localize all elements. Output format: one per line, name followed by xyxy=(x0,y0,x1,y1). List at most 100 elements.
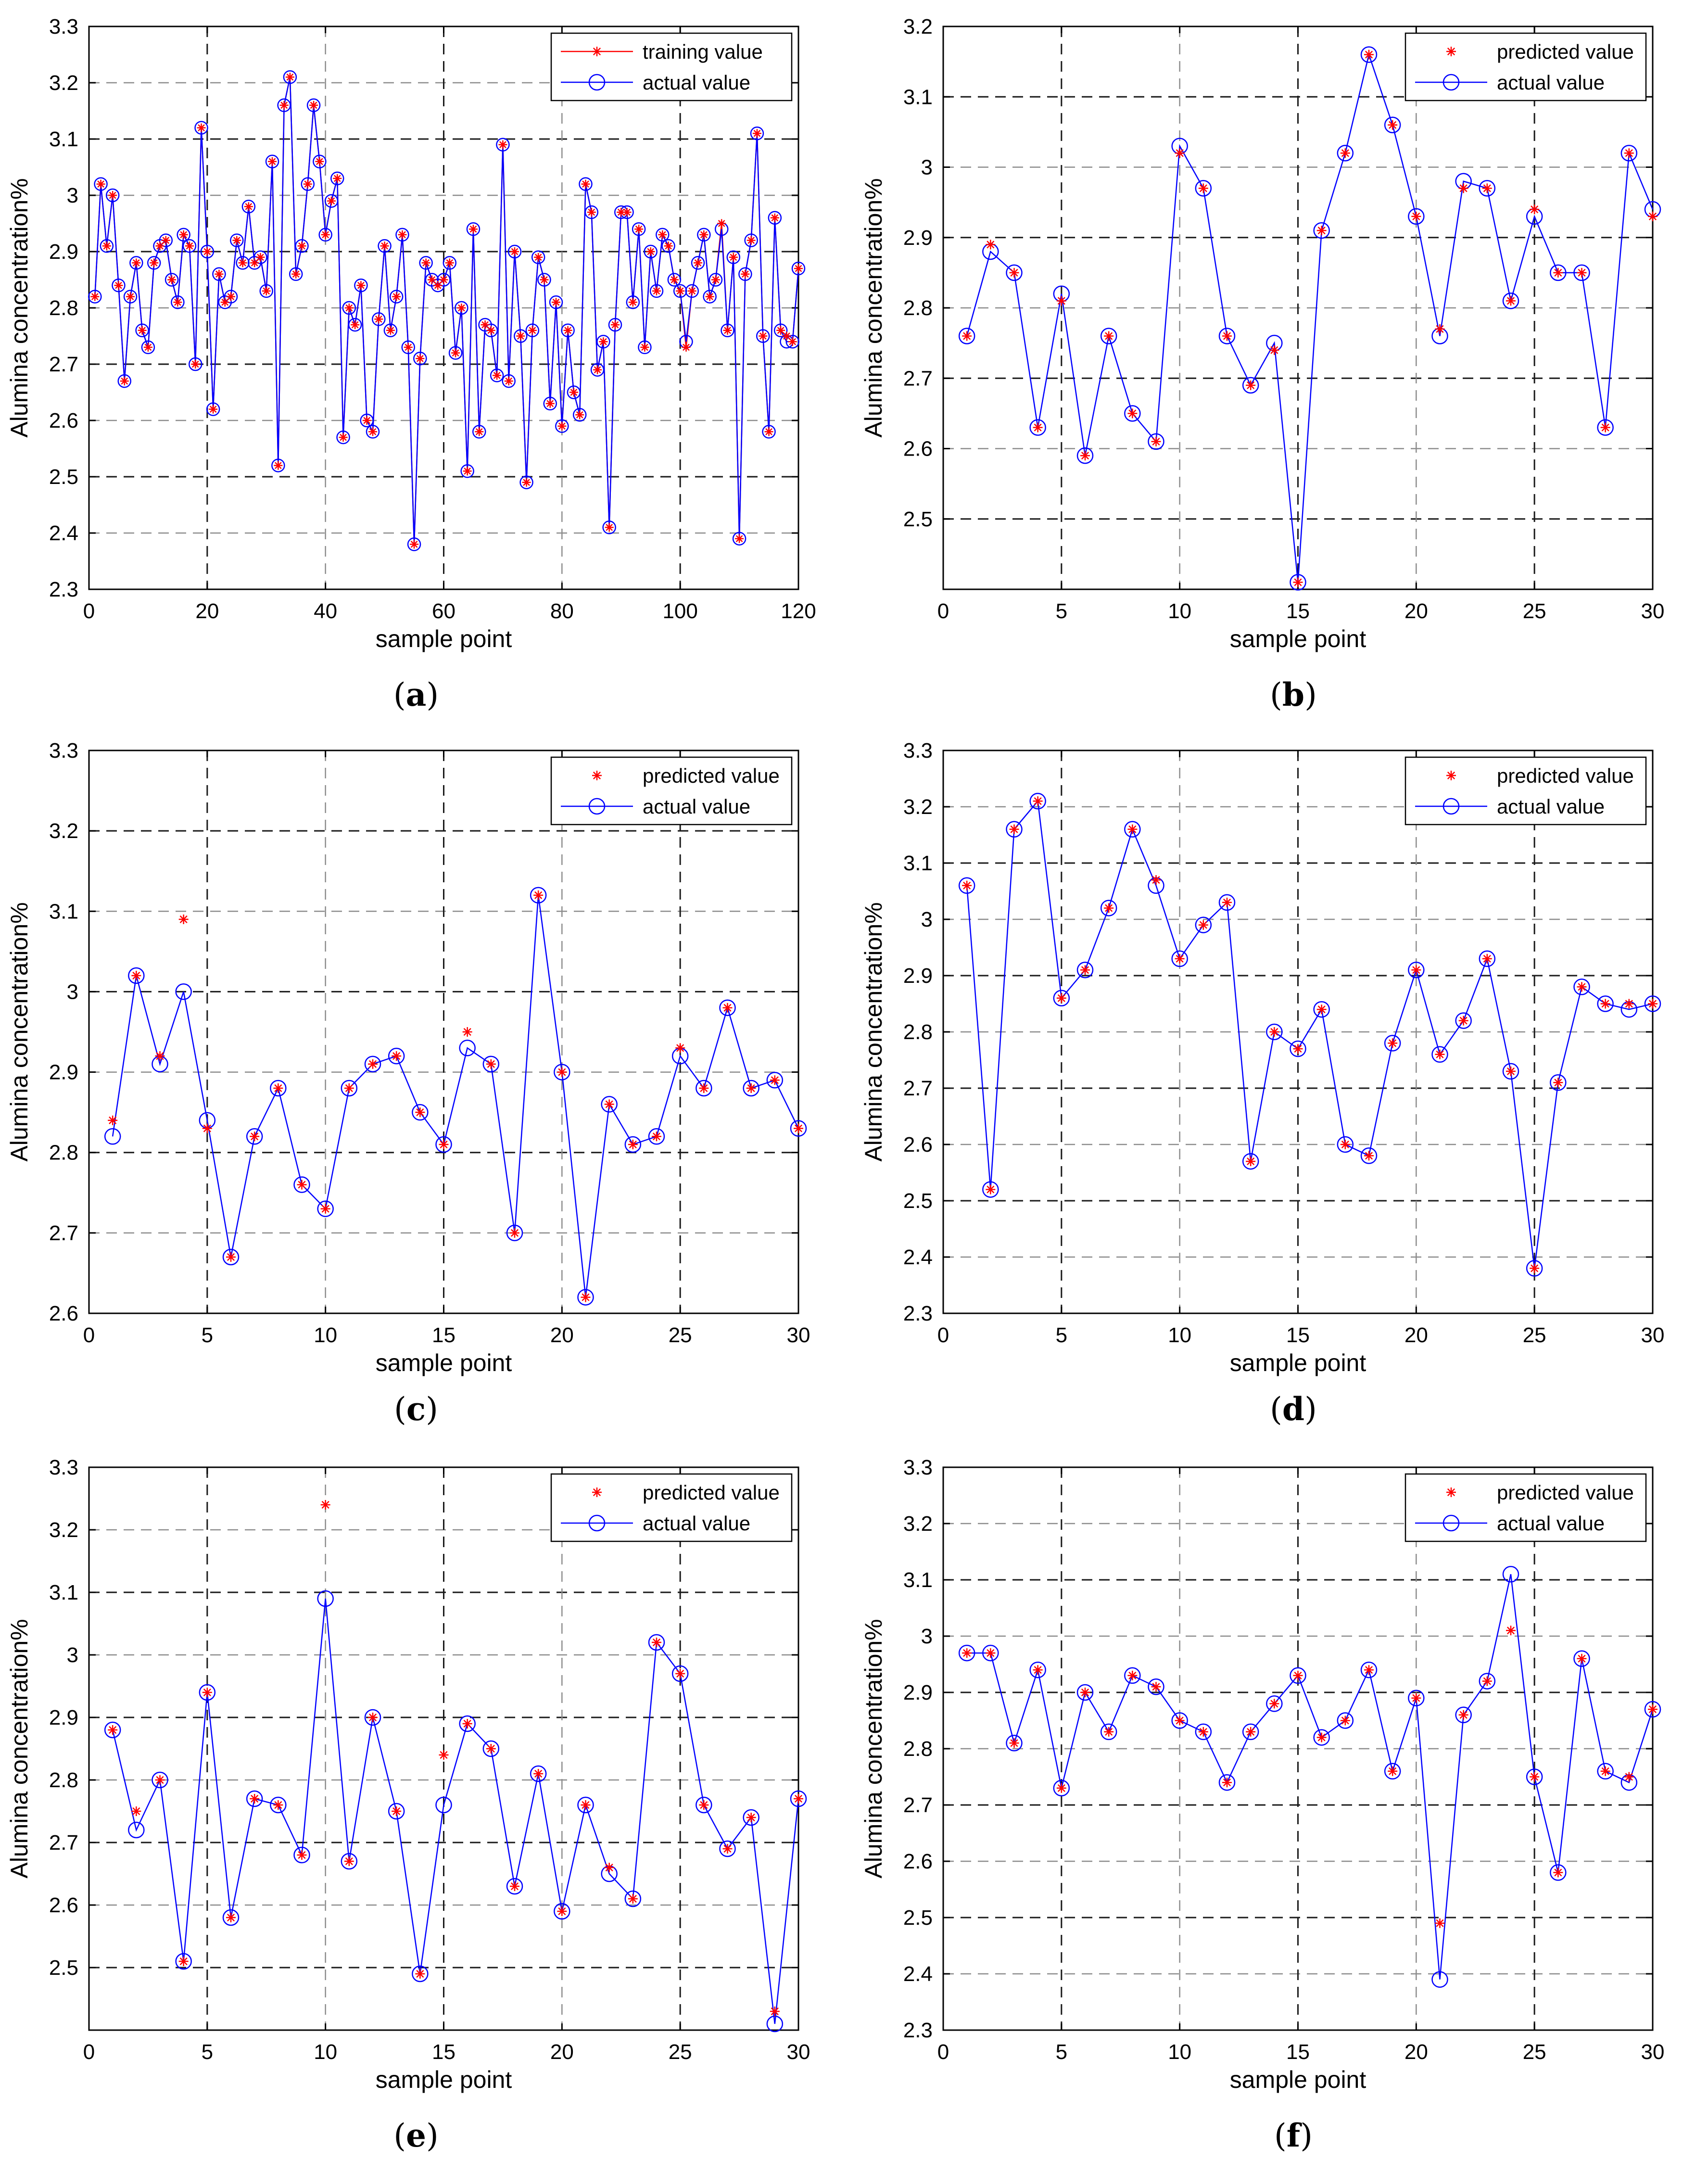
x-tick-label: 25 xyxy=(669,2040,692,2064)
actual-value-point xyxy=(147,256,161,270)
predicted-value-point xyxy=(628,1140,638,1149)
chart-panel-e: 0 5 10 15 20 25 30 2.5 2.6 2.7 2.8 2.9 3 3.1 3.2 3.3 sam… xyxy=(0,1441,854,2114)
predicted-value-point xyxy=(699,1800,709,1810)
legend-label: predicted value xyxy=(1497,40,1634,63)
chart-a-svg: 0 20 40 60 80 100 120 2.3 2.4 2.5 2.6 2.7 2.8 2.9 3 3.1… xyxy=(6,15,816,652)
actual-value-point xyxy=(265,154,279,169)
actual-value-point xyxy=(1290,574,1306,591)
predicted-value-point xyxy=(1009,824,1019,834)
x-tick-label: 25 xyxy=(669,1323,692,1347)
actual-value-point xyxy=(182,239,197,253)
predicted-value-point xyxy=(1316,1732,1327,1742)
predicted-value-point xyxy=(1222,331,1232,341)
y-tick-label: 2.8 xyxy=(49,296,78,320)
actual-value-point xyxy=(1384,116,1401,133)
predicted-value-point xyxy=(676,286,685,295)
y-tick-label: 3.1 xyxy=(903,851,933,875)
actual-value-point xyxy=(756,329,770,343)
legend-box xyxy=(1404,32,1647,102)
actual-value-point xyxy=(743,1080,759,1097)
legend-box xyxy=(550,1473,793,1542)
actual-value-point xyxy=(549,295,563,309)
predicted-value-point xyxy=(557,1067,567,1077)
actual-value-point xyxy=(1360,1661,1378,1678)
predicted-value-point xyxy=(794,1794,803,1804)
actual-value-point xyxy=(472,425,486,439)
predicted-value-point xyxy=(622,208,632,217)
actual-value-point xyxy=(413,352,427,366)
actual-value-point xyxy=(1266,1023,1283,1041)
x-tick-label: 15 xyxy=(432,1323,455,1347)
predicted-value-point xyxy=(1458,1016,1468,1026)
actual-value-point xyxy=(1171,950,1188,967)
predicted-value-point xyxy=(1246,1727,1256,1737)
legend: predicted value actual value xyxy=(1404,756,1647,826)
legend-label: predicted value xyxy=(643,1481,780,1504)
actual-value-point xyxy=(443,256,457,270)
x-tick-label: 0 xyxy=(83,599,95,623)
y-tick-label: 3.1 xyxy=(49,1581,78,1604)
actual-value-point xyxy=(768,211,782,225)
predicted-value-point xyxy=(1388,1038,1398,1048)
predicted-value-point xyxy=(1624,999,1634,1009)
y-tick-label: 3.2 xyxy=(903,15,933,38)
y-tick-label: 2.4 xyxy=(903,1962,933,1986)
y-tick-label: 2.9 xyxy=(49,240,78,264)
ticks: 0 5 10 15 20 25 30 2.6 2.7 2.8 2.9 3 3.1 3.2 3.3 xyxy=(49,739,810,1347)
actual-value-point xyxy=(555,419,569,433)
predicted-value-point xyxy=(131,1806,141,1816)
actual-value-point xyxy=(1029,419,1046,436)
actual-value-point xyxy=(419,256,433,270)
predicted-value-point xyxy=(510,1228,519,1238)
predicted-value-point xyxy=(356,281,366,290)
actual-value-point xyxy=(1337,145,1354,162)
predicted-value-point xyxy=(202,1688,212,1697)
actual-value-point xyxy=(648,1634,665,1651)
predicted-value-point xyxy=(1506,1626,1516,1636)
actual-value-point xyxy=(1313,222,1330,239)
predicted-value-point xyxy=(1624,148,1634,158)
actual-value-point xyxy=(671,1665,689,1682)
actual-value-point xyxy=(773,323,788,338)
actual-value-point xyxy=(602,521,616,534)
actual-value-point xyxy=(455,301,468,315)
predicted-value-point xyxy=(126,292,135,301)
predicted-value-point xyxy=(1127,824,1138,834)
x-tick-label: 5 xyxy=(1056,599,1067,623)
actual-value-point xyxy=(496,138,510,152)
predicted-value-point xyxy=(617,208,626,217)
actual-value-point xyxy=(104,1128,121,1145)
actual-value-point xyxy=(459,1715,476,1732)
predicted-value-point xyxy=(439,1140,449,1149)
grid xyxy=(943,1467,1653,2030)
actual-value-point xyxy=(1148,1678,1164,1695)
actual-value-point xyxy=(330,171,344,186)
actual-value-point xyxy=(484,323,498,338)
y-axis-label: Alumina concentration% xyxy=(6,902,33,1161)
actual-value-point xyxy=(738,267,752,281)
predicted-value-point xyxy=(986,240,996,250)
predicted-value-point xyxy=(581,179,590,189)
legend: predicted value actual value xyxy=(550,756,793,826)
y-tick-label: 3 xyxy=(921,156,933,179)
predicted-value-point xyxy=(711,275,720,284)
actual-value-point xyxy=(1408,1690,1425,1706)
y-tick-label: 2.6 xyxy=(49,409,78,432)
actual-value-point xyxy=(1266,1695,1283,1712)
predicted-value-point xyxy=(1009,1738,1019,1748)
y-tick-label: 2.8 xyxy=(49,1768,78,1792)
actual-value-point xyxy=(490,369,504,382)
legend: predicted value actual value xyxy=(550,1473,793,1542)
actual-value-point xyxy=(199,1684,216,1701)
actual-value-point xyxy=(1053,1779,1070,1797)
actual-value-point xyxy=(1076,447,1094,464)
predicted-value-point xyxy=(628,298,637,307)
actual-value-point xyxy=(1431,1971,1448,1988)
predicted-value-point xyxy=(250,258,259,267)
actual-value-point xyxy=(100,239,114,253)
actual-value-point xyxy=(259,284,273,298)
x-tick-label: 20 xyxy=(195,599,219,623)
predicted-value-point xyxy=(344,1083,354,1093)
caption-letter: e xyxy=(406,2117,426,2154)
predicted-value-point xyxy=(197,123,206,132)
